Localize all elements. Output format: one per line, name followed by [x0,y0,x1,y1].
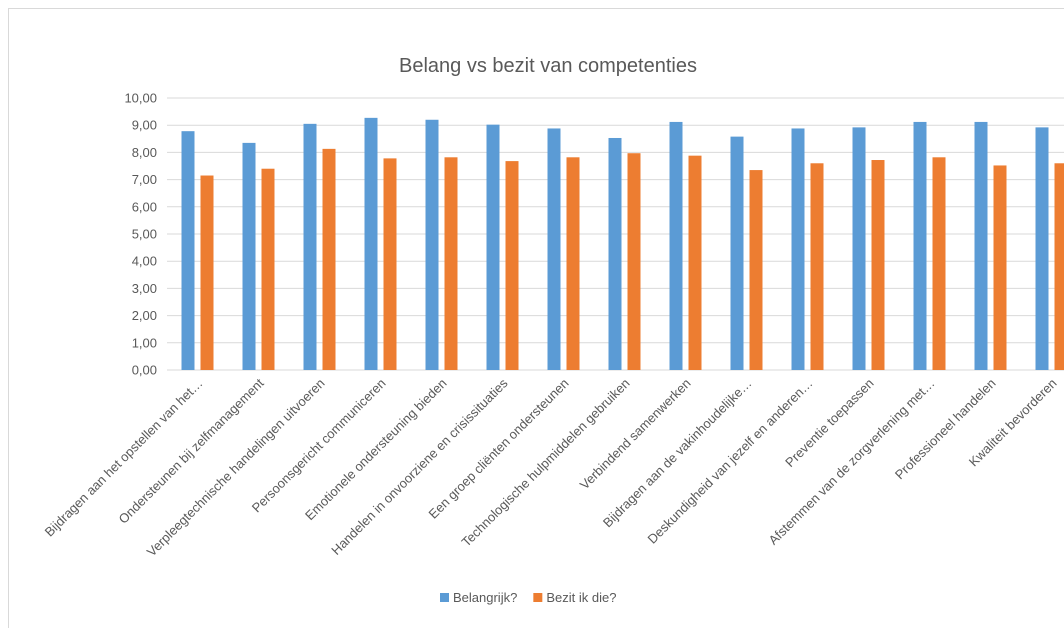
bar-bezit [1055,163,1064,370]
bar-belangrijk [304,124,317,370]
bar-belangrijk [426,120,439,370]
bar-bezit [811,163,824,370]
bar-bezit [384,158,397,370]
bar-bezit [567,157,580,370]
bar-belangrijk [975,122,988,370]
bar-belangrijk [914,122,927,370]
y-tick-label: 0,00 [132,363,157,378]
bar-belangrijk [792,128,805,370]
bar-bezit [262,169,275,370]
y-tick-label: 2,00 [132,308,157,323]
bar-bezit [506,161,519,370]
bar-belangrijk [670,122,683,370]
y-tick-label: 9,00 [132,118,157,133]
chart-title: Belang vs bezit van competenties [399,55,697,77]
bar-bezit [994,165,1007,370]
y-tick-label: 5,00 [132,227,157,242]
legend-swatch [533,593,542,602]
bar-bezit [323,149,336,370]
bar-belangrijk [853,127,866,370]
bars [182,118,1064,370]
bar-belangrijk [731,137,744,370]
x-category-label: Professioneel handelen [892,376,999,483]
bar-bezit [872,160,885,370]
y-tick-label: 6,00 [132,199,157,214]
y-axis: 0,00 1,00 2,00 3,00 4,00 5,00 6,00 7,00 8,00 9,00… [124,91,157,378]
y-tick-label: 1,00 [132,335,157,350]
y-tick-label: 3,00 [132,281,157,296]
bar-belangrijk [365,118,378,370]
bar-bezit [933,157,946,370]
legend-label: Belangrijk? [453,590,517,605]
x-axis: Bijdragen aan het opstellen van het…Onde… [42,375,1060,559]
y-tick-label: 10,00 [124,91,157,106]
y-tick-label: 8,00 [132,145,157,160]
bar-belangrijk [487,125,500,370]
y-tick-label: 7,00 [132,172,157,187]
legend-label: Bezit ik die? [546,590,616,605]
bar-belangrijk [1036,127,1049,370]
bar-belangrijk [243,143,256,370]
bar-belangrijk [609,138,622,370]
bar-bezit [628,153,641,370]
y-tick-label: 4,00 [132,254,157,269]
legend-swatch [440,593,449,602]
bar-belangrijk [548,128,561,370]
bar-bezit [689,156,702,370]
x-category-label: Verbindend samenwerken [577,376,694,493]
bar-bezit [445,157,458,370]
bar-belangrijk [182,131,195,370]
x-category-label: Persoonsgericht communiceren [249,376,389,516]
bar-bezit [750,170,763,370]
legend: Belangrijk? Bezit ik die? [440,590,616,605]
bar-bezit [201,176,214,370]
